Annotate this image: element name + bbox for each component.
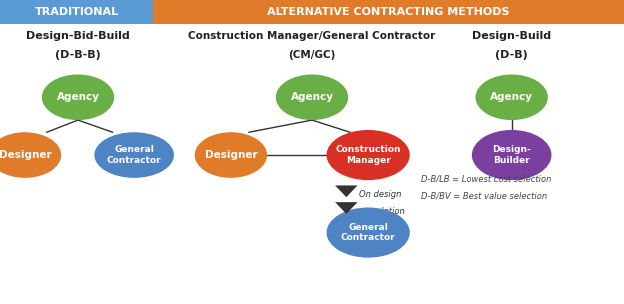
Text: D-B/LB = Lowest cost selection: D-B/LB = Lowest cost selection: [421, 175, 552, 184]
Text: Designer: Designer: [205, 150, 257, 160]
Text: Construction
Manager: Construction Manager: [336, 145, 401, 165]
Ellipse shape: [42, 74, 114, 120]
Text: Designer: Designer: [0, 150, 51, 160]
Ellipse shape: [326, 208, 410, 258]
Text: Agency: Agency: [490, 92, 533, 102]
Text: Design-Build: Design-Build: [472, 32, 551, 41]
Polygon shape: [335, 202, 358, 214]
Text: (CM/GC): (CM/GC): [288, 50, 336, 60]
Ellipse shape: [0, 132, 61, 178]
Text: Construction Manager/General Contractor: Construction Manager/General Contractor: [188, 32, 436, 41]
Ellipse shape: [94, 132, 174, 178]
Text: completion: completion: [359, 207, 406, 216]
Ellipse shape: [475, 74, 548, 120]
Text: D-B/BV = Best value selection: D-B/BV = Best value selection: [421, 192, 547, 201]
Text: General
Contractor: General Contractor: [107, 145, 162, 165]
Text: (D-B): (D-B): [495, 50, 528, 60]
Text: (D-B-B): (D-B-B): [55, 50, 101, 60]
Text: Agency: Agency: [57, 92, 99, 102]
Text: TRADITIONAL: TRADITIONAL: [34, 7, 119, 17]
Text: Design-Bid-Build: Design-Bid-Build: [26, 32, 130, 41]
FancyBboxPatch shape: [153, 0, 624, 24]
Text: Agency: Agency: [291, 92, 333, 102]
Ellipse shape: [326, 130, 410, 180]
Text: ALTERNATIVE CONTRACTING METHODS: ALTERNATIVE CONTRACTING METHODS: [267, 7, 510, 17]
Text: Design-
Builder: Design- Builder: [492, 145, 531, 165]
Ellipse shape: [195, 132, 267, 178]
Text: General
Contractor: General Contractor: [341, 223, 396, 242]
Ellipse shape: [276, 74, 348, 120]
Ellipse shape: [472, 130, 552, 180]
Text: On design: On design: [359, 190, 401, 199]
FancyBboxPatch shape: [0, 0, 153, 24]
Polygon shape: [335, 185, 358, 197]
